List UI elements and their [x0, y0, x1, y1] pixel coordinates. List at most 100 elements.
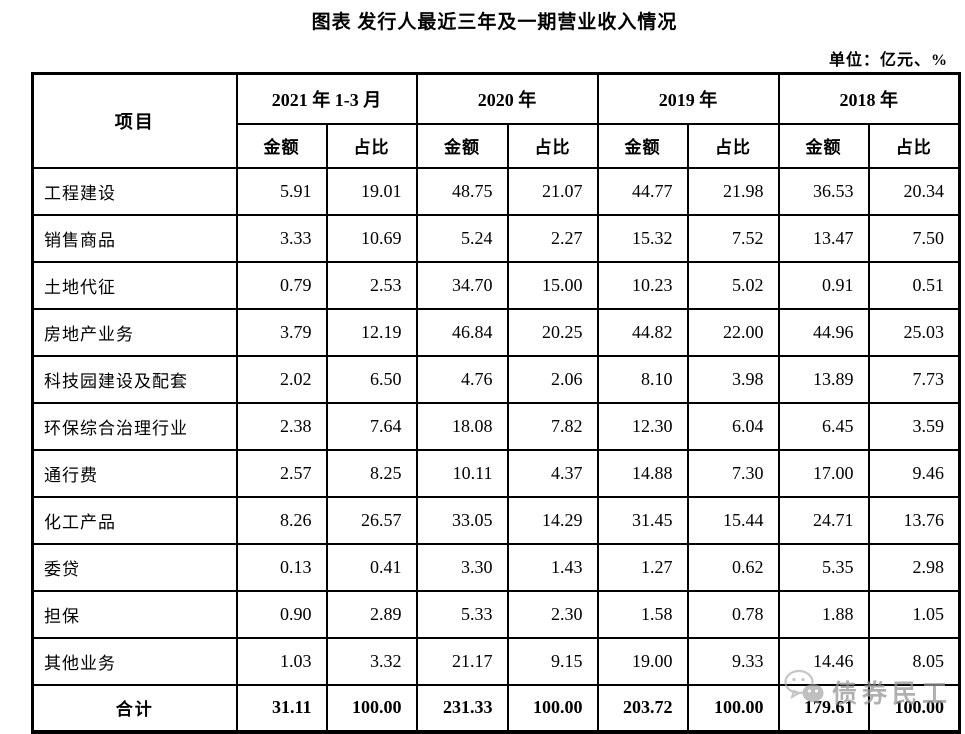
header-item: 项目 [31, 72, 238, 169]
cell-value: 0.78 [686, 589, 780, 639]
header-period-2019: 2019 年 [596, 72, 780, 125]
table-row: 工程建设 5.91 19.01 48.75 21.07 44.77 21.98 … [31, 166, 961, 216]
cell-value: 14.88 [596, 448, 689, 498]
cell-value: 5.91 [235, 166, 328, 216]
cell-value: 33.05 [415, 495, 509, 545]
cell-value: 44.96 [777, 307, 870, 357]
cell-value: 1.58 [596, 589, 689, 639]
cell-value: 6.50 [325, 354, 418, 404]
header-amount: 金额 [596, 122, 689, 169]
cell-value: 46.84 [415, 307, 509, 357]
cell-value: 8.10 [596, 354, 689, 404]
cell-value: 8.05 [867, 636, 961, 686]
row-label: 房地产业务 [31, 307, 238, 357]
table-row: 科技园建设及配套 2.02 6.50 4.76 2.06 8.10 3.98 1… [31, 354, 961, 404]
cell-value: 20.34 [867, 166, 961, 216]
cell-value: 1.43 [506, 542, 599, 592]
cell-value: 26.57 [325, 495, 418, 545]
cell-value: 7.50 [867, 213, 961, 263]
cell-value: 15.32 [596, 213, 689, 263]
table-row: 其他业务 1.03 3.32 21.17 9.15 19.00 9.33 14.… [31, 636, 961, 686]
cell-value: 10.11 [415, 448, 509, 498]
cell-value: 3.30 [415, 542, 509, 592]
cell-value: 31.11 [235, 683, 328, 733]
cell-value: 0.90 [235, 589, 328, 639]
cell-value: 24.71 [777, 495, 870, 545]
cell-value: 0.13 [235, 542, 328, 592]
cell-value: 6.04 [686, 401, 780, 451]
cell-value: 4.76 [415, 354, 509, 404]
cell-value: 2.98 [867, 542, 961, 592]
cell-value: 0.62 [686, 542, 780, 592]
cell-value: 100.00 [325, 683, 418, 733]
table-row: 担保 0.90 2.89 5.33 2.30 1.58 0.78 1.88 1.… [31, 589, 961, 639]
table-body: 工程建设 5.91 19.01 48.75 21.07 44.77 21.98 … [31, 166, 961, 733]
cell-value: 203.72 [596, 683, 689, 733]
revenue-table: 项目 2021 年 1-3 月 2020 年 2019 年 2018 年 金额 … [31, 72, 961, 734]
cell-value: 100.00 [506, 683, 599, 733]
cell-value: 0.91 [777, 260, 870, 310]
cell-value: 231.33 [415, 683, 509, 733]
cell-value: 2.02 [235, 354, 328, 404]
row-label: 环保综合治理行业 [31, 401, 238, 451]
cell-value: 1.88 [777, 589, 870, 639]
cell-value: 1.27 [596, 542, 689, 592]
cell-value: 3.79 [235, 307, 328, 357]
cell-value: 25.03 [867, 307, 961, 357]
cell-value: 14.29 [506, 495, 599, 545]
row-label: 委贷 [31, 542, 238, 592]
cell-value: 2.30 [506, 589, 599, 639]
cell-value: 179.61 [777, 683, 870, 733]
cell-value: 4.37 [506, 448, 599, 498]
cell-value: 7.30 [686, 448, 780, 498]
cell-value: 0.51 [867, 260, 961, 310]
cell-value: 2.38 [235, 401, 328, 451]
cell-value: 0.41 [325, 542, 418, 592]
header-period-2018: 2018 年 [777, 72, 961, 125]
cell-value: 2.06 [506, 354, 599, 404]
cell-value: 20.25 [506, 307, 599, 357]
cell-value: 15.44 [686, 495, 780, 545]
row-label: 销售商品 [31, 213, 238, 263]
row-label: 其他业务 [31, 636, 238, 686]
table-row: 房地产业务 3.79 12.19 46.84 20.25 44.82 22.00… [31, 307, 961, 357]
unit-label: 单位：亿元、% [828, 52, 948, 69]
header-period-2020: 2020 年 [415, 72, 599, 125]
cell-value: 2.89 [325, 589, 418, 639]
cell-value: 44.82 [596, 307, 689, 357]
cell-value: 17.00 [777, 448, 870, 498]
cell-value: 0.79 [235, 260, 328, 310]
cell-value: 3.32 [325, 636, 418, 686]
table-row: 环保综合治理行业 2.38 7.64 18.08 7.82 12.30 6.04… [31, 401, 961, 451]
cell-value: 15.00 [506, 260, 599, 310]
cell-value: 36.53 [777, 166, 870, 216]
row-label: 土地代征 [31, 260, 238, 310]
cell-value: 34.70 [415, 260, 509, 310]
header-share: 占比 [686, 122, 780, 169]
cell-value: 31.45 [596, 495, 689, 545]
header-period-2021: 2021 年 1-3 月 [235, 72, 418, 125]
cell-value: 12.19 [325, 307, 418, 357]
total-row: 合计 31.11 100.00 231.33 100.00 203.72 100… [31, 683, 961, 733]
cell-value: 8.25 [325, 448, 418, 498]
row-label: 化工产品 [31, 495, 238, 545]
cell-value: 100.00 [867, 683, 961, 733]
cell-value: 12.30 [596, 401, 689, 451]
cell-value: 13.47 [777, 213, 870, 263]
table-row: 通行费 2.57 8.25 10.11 4.37 14.88 7.30 17.0… [31, 448, 961, 498]
header-sub-row: 金额 占比 金额 占比 金额 占比 金额 占比 [33, 122, 961, 169]
cell-value: 9.33 [686, 636, 780, 686]
cell-value: 21.07 [506, 166, 599, 216]
header-share: 占比 [506, 122, 599, 169]
row-label: 工程建设 [31, 166, 238, 216]
cell-value: 5.24 [415, 213, 509, 263]
cell-value: 1.05 [867, 589, 961, 639]
cell-value: 2.27 [506, 213, 599, 263]
cell-value: 22.00 [686, 307, 780, 357]
row-label: 科技园建设及配套 [31, 354, 238, 404]
cell-value: 14.46 [777, 636, 870, 686]
cell-value: 48.75 [415, 166, 509, 216]
cell-value: 21.98 [686, 166, 780, 216]
cell-value: 2.53 [325, 260, 418, 310]
